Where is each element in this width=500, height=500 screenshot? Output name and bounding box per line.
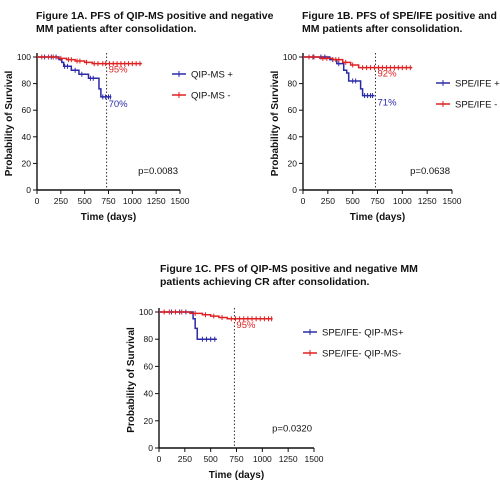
x-tick-label: 500 <box>78 196 92 206</box>
end-percent-label: 92% <box>378 69 398 80</box>
chart-title-line: MM patients after consolidation. <box>302 23 463 35</box>
y-tick-label: 0 <box>26 185 31 195</box>
y-tick-label: 60 <box>22 105 32 115</box>
end-percent-label: 71% <box>378 98 398 109</box>
y-tick-label: 40 <box>288 132 298 142</box>
x-tick-label: 1500 <box>443 196 462 206</box>
x-tick-label: 500 <box>204 454 218 464</box>
y-axis-label: Probability of Survival <box>270 70 281 176</box>
y-tick-label: 80 <box>144 334 154 344</box>
y-tick-label: 0 <box>148 443 153 453</box>
y-tick-label: 40 <box>144 389 154 399</box>
chart-panel-b: Figure 1B. PFS of SPE/IFE positive and n… <box>270 10 500 223</box>
x-tick-label: 1250 <box>279 454 298 464</box>
legend-label: QIP-MS - <box>191 91 231 102</box>
y-tick-label: 20 <box>288 158 298 168</box>
y-axis-label: Probability of Survival <box>126 327 137 433</box>
survival-curve-positive <box>303 56 375 97</box>
x-tick-label: 1250 <box>418 196 437 206</box>
x-tick-label: 500 <box>346 196 360 206</box>
p-value-label: p=0.0320 <box>272 424 312 435</box>
x-tick-label: 250 <box>54 196 68 206</box>
chart-title-line: Figure 1B. PFS of SPE/IFE positive and n… <box>302 10 500 22</box>
end-percent-label: 95% <box>109 65 129 76</box>
x-tick-label: 1000 <box>393 196 412 206</box>
survival-curve-negative <box>159 311 273 320</box>
survival-curve-positive <box>159 311 217 340</box>
y-tick-label: 80 <box>288 79 298 89</box>
survival-curve-negative <box>303 56 413 69</box>
chart-title-line: patients achieving CR after consolidatio… <box>160 276 370 288</box>
y-axis-label: Probability of Survival <box>4 70 15 176</box>
x-axis-label: Time (days) <box>81 212 136 223</box>
legend-label: SPE/IFE- QIP-MS+ <box>322 328 404 339</box>
legend-label: QIP-MS + <box>191 70 233 81</box>
x-tick-label: 1250 <box>147 196 166 206</box>
end-percent-label: 95% <box>236 320 256 331</box>
end-percent-label: 70% <box>109 99 129 110</box>
legend-label: SPE/IFE + <box>455 79 500 90</box>
x-tick-label: 1000 <box>253 454 272 464</box>
p-value-label: p=0.0083 <box>138 166 178 177</box>
x-tick-label: 0 <box>157 454 162 464</box>
x-axis-label: Time (days) <box>350 212 405 223</box>
x-axis-label: Time (days) <box>209 470 264 481</box>
y-tick-label: 40 <box>22 132 32 142</box>
x-tick-label: 250 <box>178 454 192 464</box>
x-tick-label: 0 <box>301 196 306 206</box>
x-tick-label: 750 <box>370 196 384 206</box>
y-tick-label: 100 <box>139 307 153 317</box>
x-tick-label: 1000 <box>123 196 142 206</box>
chart-title-line: Figure 1C. PFS of QIP-MS positive and ne… <box>160 263 418 275</box>
y-tick-label: 100 <box>17 52 31 62</box>
chart-title-line: MM patients after consolidation. <box>36 23 197 35</box>
y-tick-label: 60 <box>288 105 298 115</box>
legend-label: SPE/IFE- QIP-MS- <box>322 349 401 360</box>
x-tick-label: 750 <box>101 196 115 206</box>
chart-title-line: Figure 1A. PFS of QIP-MS positive and ne… <box>36 10 274 22</box>
x-tick-label: 1500 <box>171 196 190 206</box>
legend-label: SPE/IFE - <box>455 100 497 111</box>
p-value-label: p=0.0638 <box>410 166 450 177</box>
chart-panel-c: Figure 1C. PFS of QIP-MS positive and ne… <box>126 263 418 481</box>
chart-panel-a: Figure 1A. PFS of QIP-MS positive and ne… <box>4 10 274 223</box>
x-tick-label: 750 <box>229 454 243 464</box>
y-tick-label: 0 <box>292 185 297 195</box>
y-tick-label: 60 <box>144 361 154 371</box>
x-tick-label: 0 <box>35 196 40 206</box>
x-tick-label: 250 <box>321 196 335 206</box>
y-tick-label: 20 <box>144 416 154 426</box>
survival-curve-negative <box>37 56 142 65</box>
y-tick-label: 100 <box>283 52 297 62</box>
y-tick-label: 20 <box>22 158 32 168</box>
y-tick-label: 80 <box>22 79 32 89</box>
x-tick-label: 1500 <box>305 454 324 464</box>
